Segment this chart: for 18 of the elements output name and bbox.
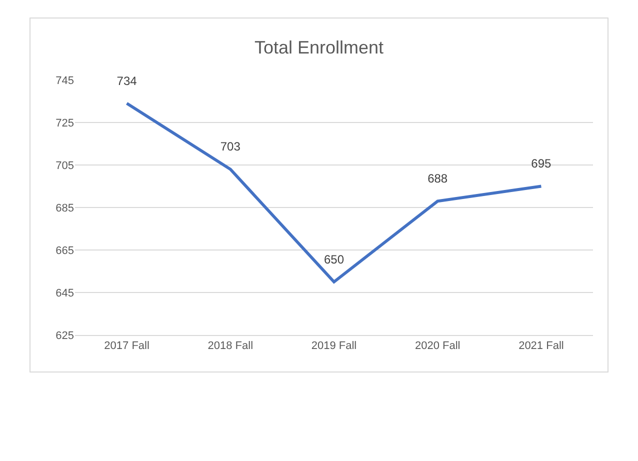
data-label: 703 bbox=[220, 140, 241, 154]
chart-title: Total Enrollment bbox=[254, 37, 384, 58]
y-tick-label: 725 bbox=[56, 117, 74, 130]
data-label: 688 bbox=[428, 172, 448, 186]
y-tick-label: 665 bbox=[56, 244, 74, 257]
x-tick-label: 2019 Fall bbox=[311, 340, 357, 352]
x-tick-label: 2021 Fall bbox=[518, 340, 564, 352]
data-label: 695 bbox=[531, 156, 552, 171]
data-label: 734 bbox=[116, 74, 138, 88]
x-tick-label: 2020 Fall bbox=[414, 340, 460, 352]
data-label: 650 bbox=[324, 252, 344, 266]
y-tick-label: 745 bbox=[56, 74, 74, 87]
x-tick-label: 2018 Fall bbox=[208, 340, 254, 352]
x-tick-label: 2017 Fall bbox=[104, 340, 150, 352]
y-tick-label: 705 bbox=[56, 160, 74, 172]
y-tick-label: 645 bbox=[56, 287, 74, 300]
y-tick-label: 625 bbox=[56, 330, 74, 342]
y-tick-label: 685 bbox=[56, 202, 74, 214]
